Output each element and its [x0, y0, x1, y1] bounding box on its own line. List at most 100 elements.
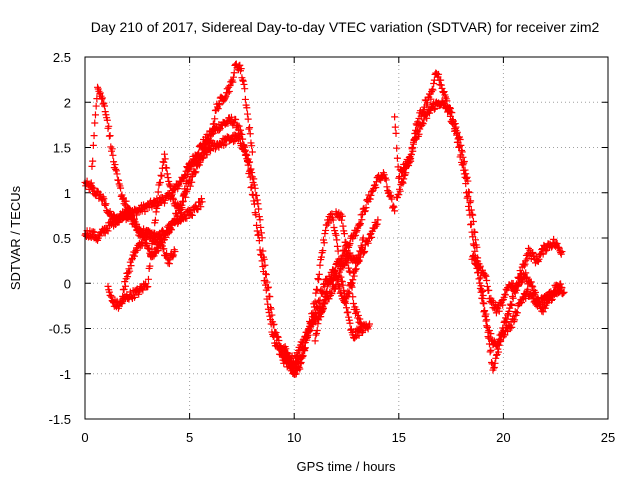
data-point	[343, 247, 350, 255]
data-point	[121, 278, 129, 286]
data-point	[426, 106, 434, 114]
data-point	[285, 355, 293, 363]
data-point	[430, 80, 438, 88]
data-point	[248, 169, 256, 177]
data-point	[310, 303, 318, 311]
data-point	[255, 213, 263, 221]
data-point	[312, 289, 320, 297]
data-point	[466, 198, 474, 206]
data-point	[395, 174, 403, 182]
data-point	[225, 87, 233, 95]
data-point	[216, 126, 224, 134]
data-point	[320, 239, 328, 247]
data-point	[345, 267, 353, 275]
data-point	[162, 233, 170, 241]
series-track-8	[332, 208, 365, 328]
data-point	[347, 282, 355, 290]
y-tick-label: -1.5	[49, 412, 71, 427]
data-point	[241, 85, 249, 93]
data-point	[487, 346, 495, 354]
data-point	[148, 203, 156, 211]
x-axis-label: GPS time / hours	[297, 459, 396, 474]
data-point	[133, 211, 141, 219]
data-point	[354, 259, 362, 267]
data-point	[452, 126, 460, 134]
data-point	[511, 316, 519, 324]
data-point	[337, 288, 345, 296]
data-point	[165, 260, 173, 268]
data-point	[361, 208, 369, 216]
y-tick-label: 0	[64, 276, 71, 291]
data-point	[127, 262, 135, 270]
data-point	[350, 272, 358, 280]
data-point	[230, 73, 238, 81]
series-track-10	[393, 97, 566, 350]
data-point	[113, 170, 121, 178]
data-point	[481, 271, 489, 279]
data-point	[158, 172, 166, 180]
data-point	[163, 164, 171, 172]
data-point	[131, 218, 139, 226]
data-point	[446, 107, 454, 115]
data-point	[464, 192, 472, 200]
data-point	[315, 270, 323, 278]
data-point	[299, 353, 307, 361]
data-point	[262, 270, 270, 278]
data-point	[345, 289, 353, 297]
data-point	[166, 182, 174, 190]
data-point	[460, 166, 468, 174]
data-point	[222, 140, 230, 148]
data-point	[257, 223, 265, 231]
data-point	[253, 221, 261, 229]
data-point	[146, 262, 154, 270]
data-point	[349, 300, 357, 308]
data-point	[467, 220, 475, 228]
data-point	[89, 141, 97, 149]
data-point	[193, 204, 201, 212]
data-point	[521, 260, 529, 268]
data-point	[304, 326, 312, 334]
data-point	[296, 360, 304, 368]
data-point	[239, 76, 247, 84]
data-point	[350, 232, 358, 240]
data-point	[264, 284, 272, 292]
data-point	[96, 89, 104, 97]
data-point	[481, 312, 489, 320]
data-point	[258, 234, 266, 242]
data-point	[144, 244, 152, 252]
data-point	[423, 114, 431, 122]
data-point	[395, 173, 403, 181]
data-point	[121, 282, 129, 290]
data-point	[462, 189, 470, 197]
data-point	[87, 179, 95, 187]
data-point	[409, 140, 417, 148]
y-tick-label: 0.5	[53, 231, 71, 246]
data-point	[317, 313, 325, 321]
data-point	[98, 94, 106, 102]
data-point	[246, 130, 254, 138]
data-point	[163, 170, 171, 178]
data-point	[139, 286, 147, 294]
data-point	[268, 311, 276, 319]
data-point	[244, 115, 252, 123]
data-point	[147, 253, 155, 261]
data-point	[541, 247, 549, 255]
data-point	[137, 227, 145, 235]
data-point	[361, 207, 369, 215]
data-point	[398, 178, 406, 186]
data-point	[465, 202, 473, 210]
data-point	[147, 252, 155, 260]
data-point	[333, 236, 341, 244]
x-tick-label: 5	[186, 430, 193, 445]
data-point	[250, 175, 258, 183]
data-point	[483, 316, 491, 324]
data-point	[560, 288, 568, 296]
data-point	[344, 259, 352, 267]
data-point	[328, 290, 336, 298]
chart-title: Day 210 of 2017, Sidereal Day-to-day VTE…	[91, 19, 600, 35]
data-point	[287, 359, 295, 367]
data-point	[554, 243, 562, 251]
data-point	[261, 261, 269, 269]
data-point	[167, 183, 175, 191]
data-point	[399, 179, 407, 187]
